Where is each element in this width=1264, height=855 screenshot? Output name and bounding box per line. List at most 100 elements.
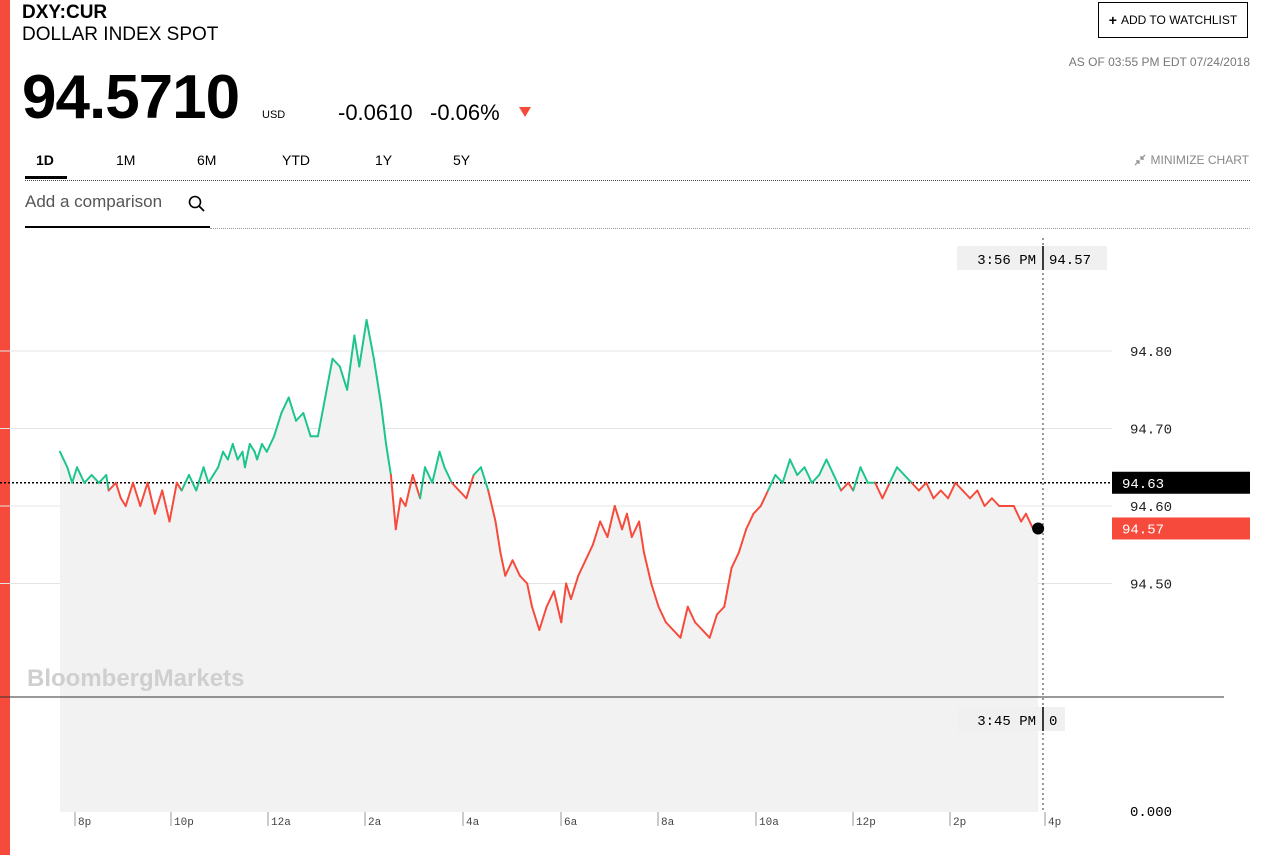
price-segment <box>302 412 312 438</box>
search-icon[interactable] <box>188 195 206 213</box>
price-segment <box>346 334 356 391</box>
tab-5y[interactable]: 5Y <box>453 152 471 168</box>
tab-1d[interactable]: 1D <box>36 152 54 168</box>
price-segment <box>888 466 899 484</box>
price-segment <box>701 629 711 639</box>
price-segment <box>195 466 205 492</box>
price-segment <box>265 435 276 453</box>
comparison-input[interactable]: Add a comparison <box>25 192 210 228</box>
price-segment <box>832 474 843 492</box>
price-segment <box>969 489 979 500</box>
price-segment <box>939 489 950 500</box>
price-segment <box>411 474 422 500</box>
price-segment <box>621 512 628 531</box>
price-segment <box>606 505 616 538</box>
price-segment <box>260 443 268 453</box>
price-segment <box>324 357 334 399</box>
price-segment <box>385 443 392 476</box>
price-segment <box>983 497 993 507</box>
minimize-icon <box>1134 154 1145 166</box>
price-segment <box>569 574 580 600</box>
price-change: -0.0610 <box>338 100 413 125</box>
price-segment <box>499 551 507 577</box>
price-segment <box>465 474 475 500</box>
price-segment <box>248 443 256 453</box>
price-segment <box>1024 512 1035 531</box>
previous-close-value: 94.63 <box>1122 477 1164 493</box>
price-segment <box>431 450 441 484</box>
price-segment <box>625 512 633 538</box>
price-segment <box>394 497 402 531</box>
price-segment <box>217 450 225 469</box>
price-segment <box>774 474 784 484</box>
x-axis: 8p 10p 12a 2a 4a 6a 8a 10a 12p 2p 4p <box>74 812 1061 829</box>
price-segment <box>708 613 718 639</box>
price-segment <box>107 481 117 492</box>
price-segment <box>124 481 134 507</box>
x-tick-label: 4p <box>1048 817 1061 829</box>
tab-ytd[interactable]: YTD <box>282 152 310 168</box>
price-segment <box>896 466 906 476</box>
price-segment <box>954 481 964 492</box>
price-segment <box>353 334 361 368</box>
price-segment <box>202 466 210 484</box>
price-segment <box>399 497 407 507</box>
price-segment <box>961 489 972 500</box>
price-segment <box>458 489 468 500</box>
price-segment <box>187 474 198 492</box>
price-segment <box>803 466 813 484</box>
price-segment <box>153 489 164 515</box>
price-segment <box>119 497 127 507</box>
price-segment <box>664 621 675 631</box>
price-segment <box>273 412 283 438</box>
price-segment <box>859 466 869 484</box>
watermark: BloombergMarkets <box>27 665 244 692</box>
price-change-percent: -0.06% <box>430 100 500 125</box>
price-segment <box>207 474 215 484</box>
last-price-dot <box>1032 522 1045 535</box>
price-segment <box>810 474 821 484</box>
price-segment <box>874 481 884 500</box>
price-segment <box>630 520 641 538</box>
price-segment <box>657 605 667 624</box>
price-segment <box>494 520 502 554</box>
crosshair-time: 3:56 PM <box>977 253 1036 269</box>
minimize-chart-button[interactable]: MINIMIZE CHART <box>1134 153 1249 167</box>
x-tick-label: 4a <box>466 817 480 829</box>
tab-1m[interactable]: 1M <box>116 152 136 168</box>
price-segment <box>818 458 828 476</box>
price-segment <box>243 443 251 469</box>
price-segment <box>694 621 704 631</box>
crosshair-label: 3:56 PM 94.57 <box>957 246 1107 270</box>
price-segment <box>1012 505 1023 523</box>
price-segment <box>745 512 755 531</box>
price-segment <box>560 582 568 624</box>
price-chart: BloombergMarkets 3:56 PM 94.57 3:45 PM 0… <box>0 238 1250 829</box>
y-tick-label: 94.80 <box>1130 345 1172 361</box>
price-segment <box>97 474 108 484</box>
price-segment <box>404 474 414 507</box>
price-segment <box>338 365 349 391</box>
price-segment <box>990 497 1001 507</box>
volume-label: 3:45 PM 0 <box>957 707 1065 731</box>
last-price: 94.5710 <box>22 63 240 132</box>
price-segment <box>650 582 660 608</box>
tab-1y[interactable]: 1Y <box>375 152 393 168</box>
price-segment <box>552 590 563 624</box>
comparison-placeholder: Add a comparison <box>25 192 163 211</box>
price-segment <box>917 481 928 492</box>
x-tick-label: 10a <box>759 817 779 829</box>
security-name: DOLLAR INDEX SPOT <box>22 24 219 45</box>
price-segment <box>487 489 497 523</box>
tab-6m[interactable]: 6M <box>197 152 217 168</box>
add-to-watchlist-button[interactable]: + ADD TO WATCHLIST <box>1098 2 1248 38</box>
price-segment <box>472 466 482 476</box>
price-segment <box>423 466 434 484</box>
price-segment <box>419 466 426 500</box>
price-segment <box>380 404 388 445</box>
y-axis: 94.80 94.70 94.60 94.50 <box>1130 345 1172 594</box>
price-segment <box>443 466 453 484</box>
price-segment <box>686 605 697 624</box>
price-segment <box>591 520 602 546</box>
price-segment <box>372 357 383 407</box>
